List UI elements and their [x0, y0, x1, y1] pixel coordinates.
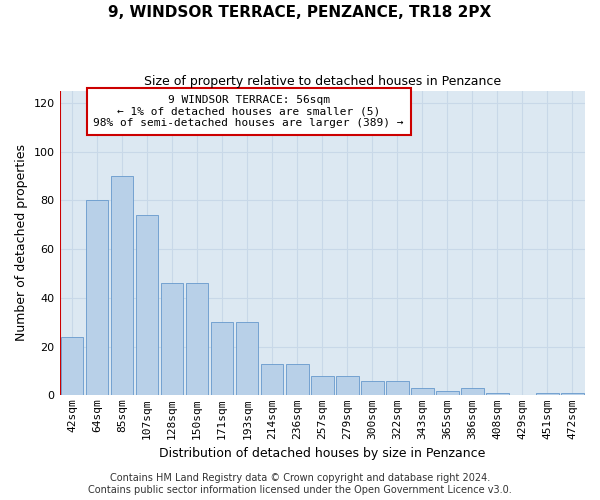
X-axis label: Distribution of detached houses by size in Penzance: Distribution of detached houses by size … [159, 447, 485, 460]
Bar [161, 283, 184, 396]
Text: Contains HM Land Registry data © Crown copyright and database right 2024.
Contai: Contains HM Land Registry data © Crown c… [88, 474, 512, 495]
Bar [286, 364, 308, 396]
Bar [186, 283, 208, 396]
Bar [411, 388, 434, 396]
Bar [461, 388, 484, 396]
Bar [211, 322, 233, 396]
Bar [536, 393, 559, 396]
Bar [361, 381, 383, 396]
Bar [111, 176, 133, 396]
Y-axis label: Number of detached properties: Number of detached properties [15, 144, 28, 342]
Text: 9, WINDSOR TERRACE, PENZANCE, TR18 2PX: 9, WINDSOR TERRACE, PENZANCE, TR18 2PX [109, 5, 491, 20]
Bar [486, 393, 509, 396]
Bar [61, 337, 83, 396]
Bar [261, 364, 283, 396]
Bar [136, 215, 158, 396]
Bar [311, 376, 334, 396]
Bar [86, 200, 109, 396]
Bar [236, 322, 259, 396]
Text: 9 WINDSOR TERRACE: 56sqm
← 1% of detached houses are smaller (5)
98% of semi-det: 9 WINDSOR TERRACE: 56sqm ← 1% of detache… [94, 95, 404, 128]
Bar [436, 390, 458, 396]
Bar [336, 376, 359, 396]
Bar [386, 381, 409, 396]
Title: Size of property relative to detached houses in Penzance: Size of property relative to detached ho… [144, 75, 501, 88]
Bar [561, 393, 584, 396]
